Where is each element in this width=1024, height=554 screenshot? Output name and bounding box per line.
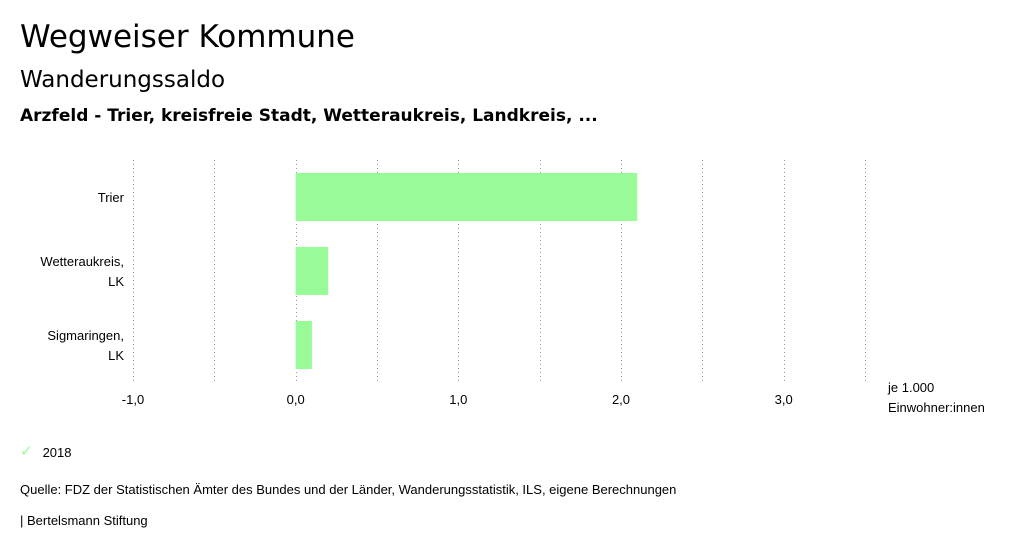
bar-trier: [295, 172, 638, 222]
bar-sigmaringen: [295, 320, 312, 370]
x-tick-label: -1,0: [122, 392, 144, 407]
chart-subtitle: Wanderungssaldo: [20, 67, 226, 93]
source-note: Quelle: FDZ der Statistischen Ämter des …: [20, 482, 677, 497]
checkmark-icon: ✓: [20, 443, 33, 460]
unit-label: je 1.000: [887, 380, 934, 395]
x-tick-label: 1,0: [449, 392, 467, 407]
category-label: Trier: [98, 190, 125, 205]
x-tick-label: 0,0: [287, 392, 305, 407]
unit-label: Einwohner:innen: [888, 400, 985, 415]
x-tick-label: 3,0: [775, 392, 793, 407]
x-tick-label: 2,0: [612, 392, 630, 407]
legend[interactable]: ✓ 2018: [20, 442, 72, 462]
chart-title: Wegweiser Kommune: [20, 19, 355, 55]
legend-label-2018: 2018: [42, 444, 72, 460]
category-label: Sigmaringen,: [47, 328, 124, 343]
region-list: Arzfeld - Trier, kreisfreie Stadt, Wette…: [20, 106, 598, 126]
credit-note: | Bertelsmann Stiftung: [20, 513, 148, 528]
category-label: LK: [108, 348, 124, 363]
bar-chart: -1,0 0,0 1,0 2,0 3,0 je 1.000 Einwohner:innen T…: [40, 160, 985, 415]
category-label: Wetteraukreis,: [40, 254, 124, 269]
category-label: LK: [108, 274, 124, 289]
bar-wetteraukreis: [295, 246, 329, 296]
